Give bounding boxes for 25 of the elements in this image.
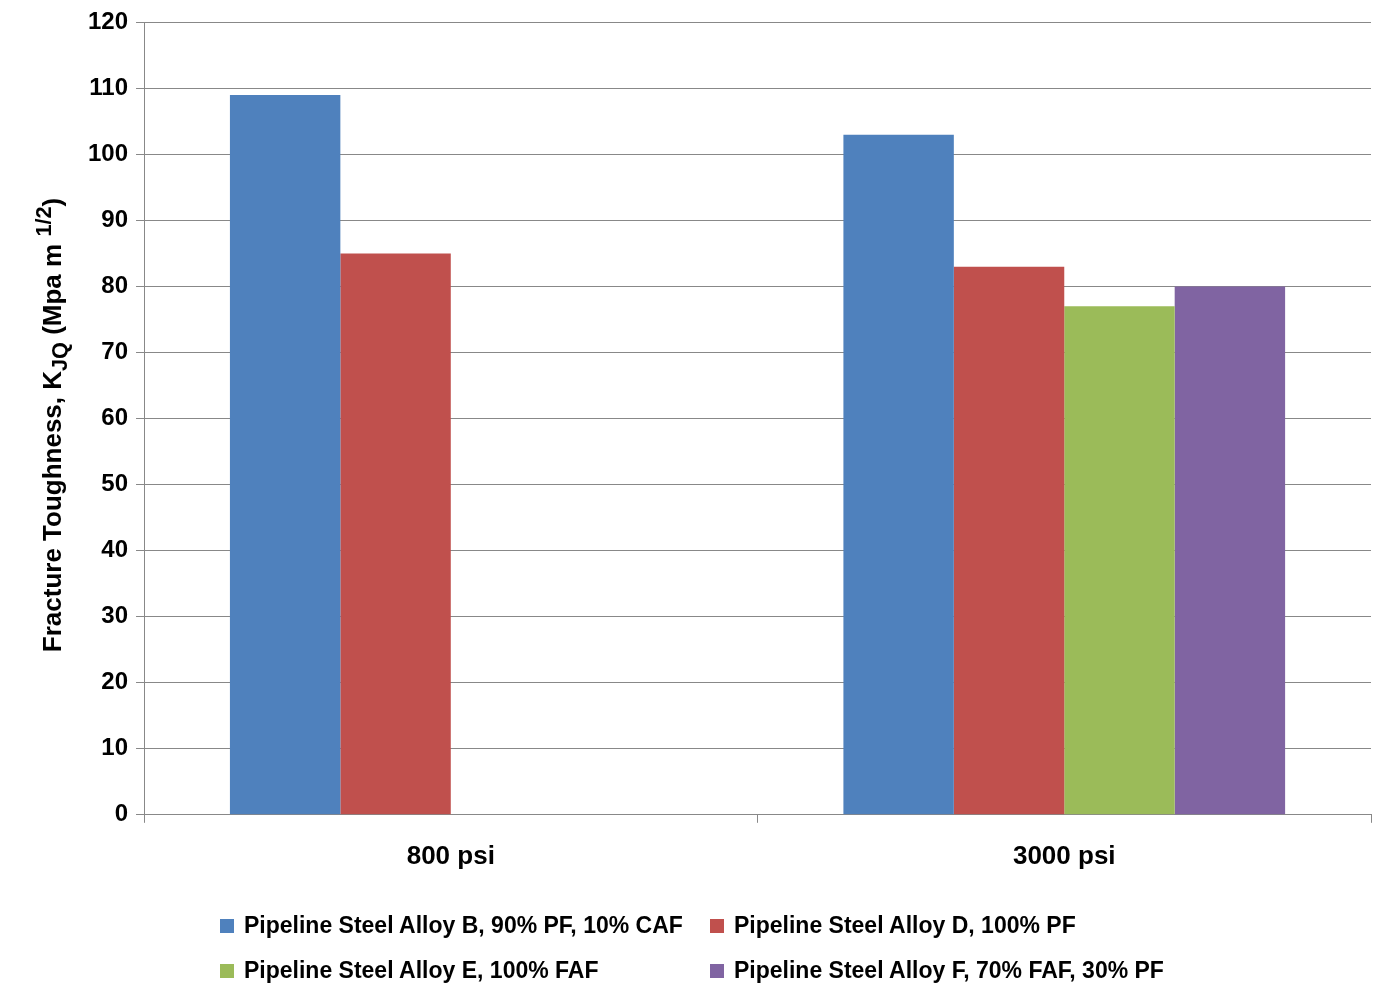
bar [1174, 286, 1286, 815]
y-tick-label: 60 [101, 403, 129, 431]
bar [843, 134, 954, 815]
bar [229, 95, 341, 815]
x-tick-label: 3000 psi [1012, 839, 1116, 870]
y-tick-label: 10 [101, 733, 129, 761]
y-tick-label: 50 [101, 469, 129, 497]
legend-label: Pipeline Steel Alloy D, 100% PF [734, 912, 1076, 939]
y-tick-label: 100 [88, 139, 129, 167]
y-tick-label: 90 [101, 205, 129, 233]
legend-label: Pipeline Steel Alloy F, 70% FAF, 30% PF [734, 957, 1164, 984]
y-tick-label: 30 [101, 601, 129, 629]
legend-label: Pipeline Steel Alloy E, 100% FAF [244, 957, 599, 984]
y-tick-label: 40 [101, 535, 129, 563]
y-tick-label: 120 [88, 7, 129, 35]
y-tick-label: 0 [114, 799, 129, 827]
y-tick-label: 80 [101, 271, 129, 299]
y-tick-label: 110 [89, 73, 129, 101]
bar [340, 253, 451, 815]
y-tick-label: 20 [101, 667, 129, 695]
bar [1064, 306, 1175, 815]
legend-label: Pipeline Steel Alloy B, 90% PF, 10% CAF [244, 912, 683, 939]
y-tick-label: 70 [101, 337, 129, 365]
bar [953, 266, 1065, 815]
x-tick-label: 800 psi [406, 839, 495, 870]
